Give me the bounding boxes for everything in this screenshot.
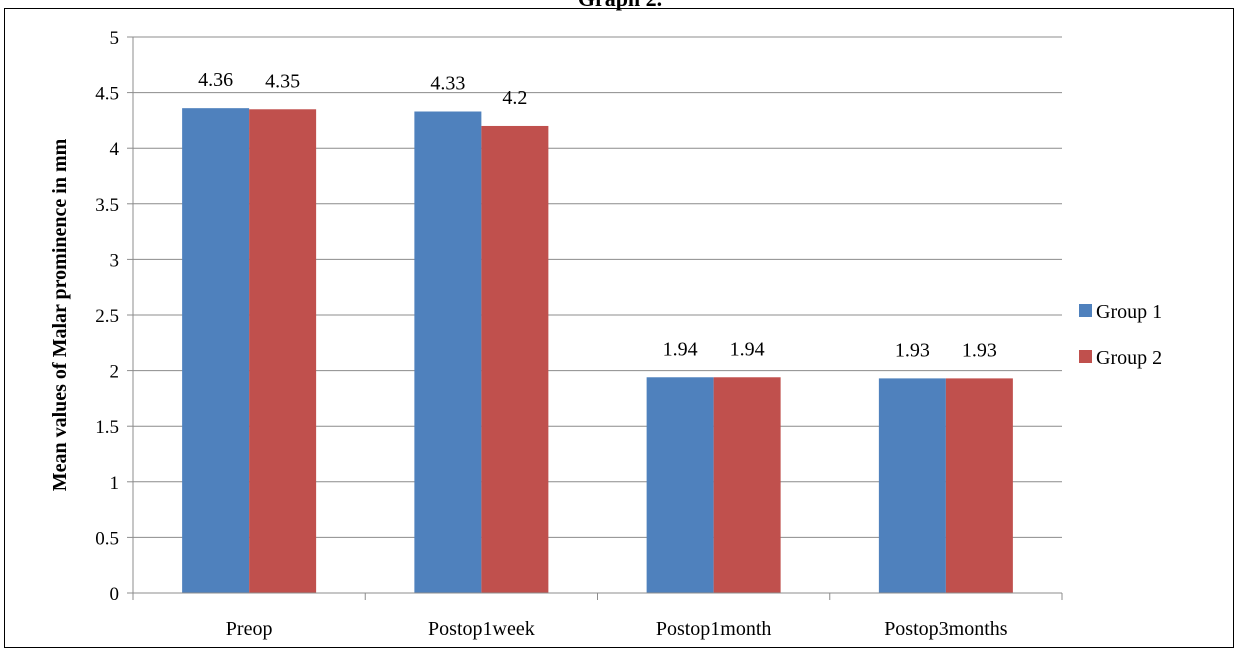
bar	[182, 108, 250, 593]
legend: Group 1 Group 2	[1079, 301, 1162, 369]
data-label: 4.33	[430, 73, 465, 95]
y-tick-label: 1	[110, 473, 120, 494]
legend-label: Group 1	[1096, 301, 1162, 323]
bar	[713, 377, 781, 593]
bar	[646, 377, 714, 593]
category-label: Postop1week	[428, 618, 535, 640]
data-label: 1.94	[663, 338, 698, 360]
y-tick-label: 1.5	[95, 417, 119, 438]
category-label: Postop1month	[656, 618, 772, 640]
bar	[945, 378, 1013, 593]
data-label: 1.93	[895, 339, 930, 361]
y-tick-label: 0	[110, 584, 120, 605]
chart-frame	[4, 8, 1234, 648]
legend-swatch	[1079, 304, 1092, 317]
chart-title: Graph 2.	[0, 0, 1240, 12]
data-label: 4.36	[198, 69, 233, 91]
y-tick-label: 3	[110, 250, 120, 271]
bar	[249, 109, 317, 593]
y-tick-label: 4.5	[95, 84, 119, 105]
y-tick-label: 4	[110, 139, 120, 160]
data-label: 4.2	[502, 87, 527, 109]
data-labels: 4.36 4.35 4.33 4.2 1.94 1.94 1.93 1.93	[198, 69, 997, 361]
bar	[414, 111, 482, 593]
category-label: Postop3months	[884, 618, 1008, 640]
legend-label: Group 2	[1096, 347, 1162, 369]
y-tick-label: 0.5	[95, 528, 119, 549]
y-tick-label: 5	[110, 28, 120, 49]
y-axis-label: Mean values of Malar prominence in mm	[49, 138, 71, 491]
bar	[481, 125, 549, 594]
y-tick-label: 3.5	[95, 195, 119, 216]
y-tick-label: 2.5	[95, 306, 119, 327]
bar	[878, 378, 946, 593]
data-label: 4.35	[265, 70, 300, 92]
data-label: 1.94	[730, 338, 765, 360]
category-label: Preop	[226, 618, 273, 640]
category-labels: Preop Postop1week Postop1month Postop3month…	[226, 618, 1008, 640]
data-label: 1.93	[962, 339, 997, 361]
axes	[132, 37, 1063, 600]
bars	[182, 108, 1013, 594]
legend-swatch	[1079, 350, 1092, 363]
y-tick-label: 2	[110, 362, 120, 383]
y-axis-ticks: 0 0.5 1 1.5 2 2.5 3 3.5 4 4.5 5	[95, 28, 133, 605]
